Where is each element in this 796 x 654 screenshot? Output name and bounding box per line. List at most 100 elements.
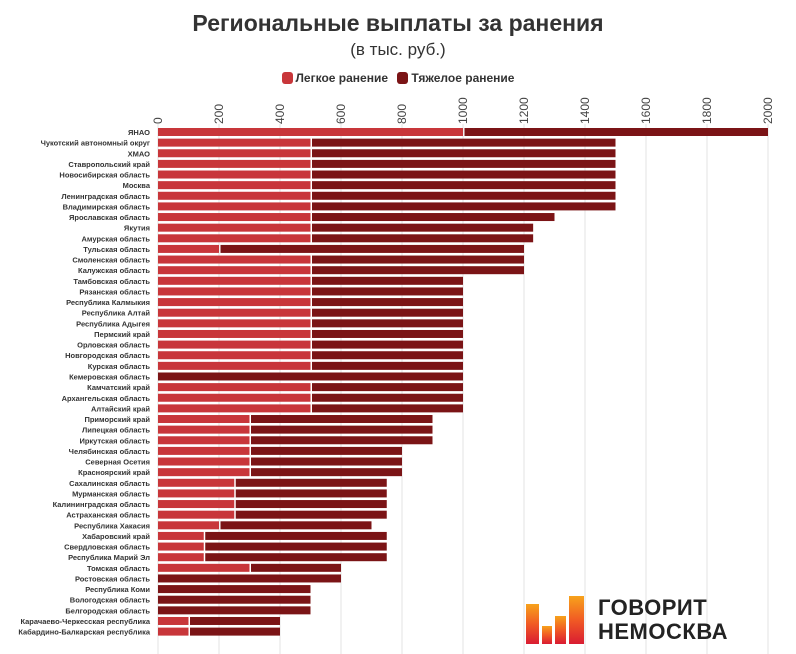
bar-light bbox=[158, 266, 311, 275]
bar-heavy bbox=[205, 531, 387, 540]
bar-light bbox=[158, 393, 311, 402]
category-label: Калужская область bbox=[78, 266, 150, 275]
bar-heavy bbox=[312, 383, 463, 392]
bar-light bbox=[158, 319, 311, 328]
govorit-nemoskva-logo: ГОВОРИТ НЕМОСКВА bbox=[524, 596, 774, 646]
category-label: Владимирская область bbox=[63, 202, 151, 211]
category-label: Смоленская область bbox=[72, 256, 150, 265]
bar-heavy bbox=[220, 521, 372, 530]
bar-light bbox=[158, 425, 250, 434]
bar-heavy bbox=[464, 128, 768, 136]
bar-heavy bbox=[251, 446, 402, 455]
bar-light bbox=[158, 531, 204, 540]
category-label: Ярославская область bbox=[69, 213, 150, 222]
category-label: Москва bbox=[123, 181, 151, 190]
bar-light bbox=[158, 244, 219, 253]
bar-light bbox=[158, 489, 235, 498]
bar-light bbox=[158, 213, 311, 222]
bar-heavy bbox=[235, 489, 387, 498]
category-label: Новгородская область bbox=[65, 351, 150, 360]
bar-light bbox=[158, 340, 311, 349]
category-label: Орловская область bbox=[77, 341, 150, 350]
category-label: Астраханская область bbox=[66, 511, 150, 520]
bar-heavy bbox=[251, 457, 402, 466]
bar-heavy bbox=[312, 213, 555, 222]
category-label: Амурская область bbox=[82, 234, 151, 243]
legend-item-heavy[interactable]: Тяжелое ранение bbox=[397, 71, 514, 85]
bar-light bbox=[158, 404, 311, 413]
bar-light bbox=[158, 436, 250, 445]
category-label: Камчатский край bbox=[87, 383, 150, 392]
bar-light bbox=[158, 521, 219, 530]
x-tick-label: 0 bbox=[151, 117, 165, 124]
category-label: Иркутская область bbox=[79, 436, 150, 445]
bar-light bbox=[158, 478, 235, 487]
category-label: Мурманская область bbox=[72, 489, 150, 498]
legend-swatch-light bbox=[281, 72, 293, 84]
bar-heavy bbox=[251, 468, 402, 477]
bar-heavy bbox=[158, 585, 311, 594]
chart-subtitle: (в тыс. руб.) bbox=[350, 40, 446, 59]
bar-light bbox=[158, 329, 311, 338]
logo-line-2: НЕМОСКВА bbox=[598, 619, 728, 644]
category-label: Тамбовская область bbox=[73, 277, 150, 286]
x-tick-label: 800 bbox=[395, 104, 409, 124]
legend-swatch-heavy bbox=[397, 72, 409, 84]
category-label: Приморский край bbox=[84, 415, 150, 424]
bar-heavy bbox=[312, 149, 616, 158]
bar-light bbox=[158, 616, 189, 625]
category-label: Карачаево-Черкесская республика bbox=[20, 617, 150, 626]
category-label: Вологодская область bbox=[70, 596, 151, 605]
legend-label-light: Легкое ранение bbox=[295, 71, 389, 85]
category-label: Пермский край bbox=[94, 330, 150, 339]
bar-light bbox=[158, 415, 250, 424]
category-label: Алтайский край bbox=[91, 404, 150, 413]
category-label: Ростовская область bbox=[75, 574, 150, 583]
bar-heavy bbox=[312, 276, 463, 285]
bar-heavy bbox=[312, 319, 463, 328]
category-label: Сахалинская область bbox=[69, 479, 150, 488]
bar-heavy bbox=[312, 287, 463, 296]
category-label: Калининградская область bbox=[53, 500, 151, 509]
bar-heavy bbox=[312, 298, 463, 307]
bar-heavy bbox=[235, 500, 387, 509]
bar-heavy bbox=[312, 361, 463, 370]
category-label: Республика Марий Эл bbox=[68, 553, 150, 562]
bar-light bbox=[158, 202, 311, 211]
bar-heavy bbox=[312, 223, 534, 232]
bar-light bbox=[158, 553, 204, 562]
bar-heavy bbox=[220, 244, 524, 253]
bar-light bbox=[158, 308, 311, 317]
x-tick-label: 1600 bbox=[639, 97, 653, 124]
bar-light bbox=[158, 563, 250, 572]
category-label: Белгородская область bbox=[65, 606, 150, 615]
bar-heavy bbox=[158, 606, 311, 615]
legend-item-light[interactable]: Легкое ранение bbox=[281, 71, 389, 85]
x-tick-label: 1200 bbox=[517, 97, 531, 124]
category-label: Северная Осетия bbox=[85, 458, 150, 467]
category-label: Курская область bbox=[88, 362, 151, 371]
logo-line-1: ГОВОРИТ bbox=[598, 595, 708, 620]
category-label: Ленинградская область bbox=[61, 192, 150, 201]
bar-heavy bbox=[312, 191, 616, 200]
category-label: Ставропольский край bbox=[68, 160, 150, 169]
bar-heavy bbox=[312, 170, 616, 179]
bar-light bbox=[158, 446, 250, 455]
bar-light bbox=[158, 468, 250, 477]
bar-heavy bbox=[312, 234, 534, 243]
bar-heavy bbox=[251, 425, 433, 434]
category-label: Рязанская область bbox=[79, 287, 150, 296]
bar-light bbox=[158, 383, 311, 392]
category-label: Республика Коми bbox=[85, 585, 150, 594]
bar-heavy bbox=[312, 202, 616, 211]
category-label: Республика Хакасия bbox=[74, 521, 150, 530]
bar-light bbox=[158, 223, 311, 232]
category-label: ХМАО bbox=[128, 149, 151, 158]
category-label: Челябинская область bbox=[69, 447, 151, 456]
category-label: Республика Адыгея bbox=[76, 319, 150, 328]
bar-light bbox=[158, 361, 311, 370]
bar-heavy bbox=[312, 138, 616, 147]
x-tick-label: 400 bbox=[273, 104, 287, 124]
bar-heavy bbox=[205, 553, 387, 562]
